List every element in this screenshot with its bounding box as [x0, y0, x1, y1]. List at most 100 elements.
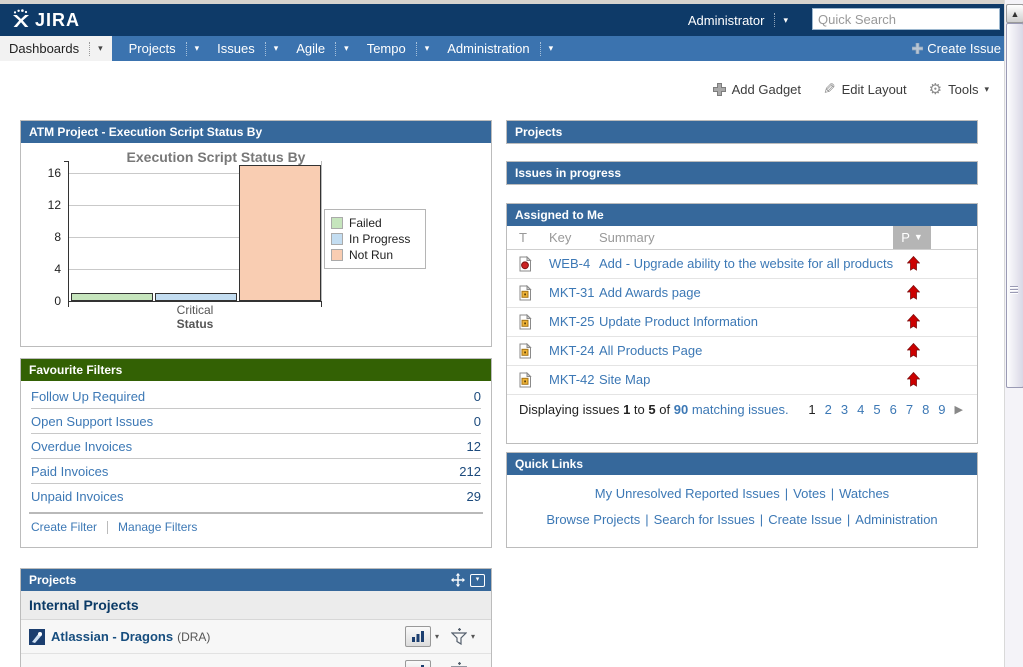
gadget-menu-icon[interactable]: ▾	[470, 573, 485, 587]
x-axis	[68, 301, 322, 302]
menubar-item[interactable]: Administration ▾	[438, 36, 562, 61]
filter-count[interactable]: 0	[473, 388, 481, 404]
issue-type-cell	[517, 313, 533, 333]
filter-count[interactable]: 0	[473, 413, 481, 429]
new-feature-icon	[519, 255, 532, 272]
issue-key-link[interactable]: MKT-42	[549, 372, 595, 387]
menubar-item[interactable]: Issues ▾	[208, 36, 287, 61]
project-reports-button[interactable]	[404, 660, 431, 667]
menubar-item[interactable]: Projects ▾	[120, 36, 209, 61]
task-icon	[519, 313, 532, 330]
projects-gadget-header: Projects ▾	[21, 569, 491, 591]
chevron-down-icon: ▾	[984, 84, 989, 94]
column-summary[interactable]: Summary	[599, 230, 655, 245]
edit-layout-button[interactable]: ✎ Edit Layout	[823, 81, 907, 98]
pagination-page[interactable]: 8	[922, 402, 930, 417]
pagination-page[interactable]: 2	[824, 402, 832, 417]
issue-summary-link[interactable]: Add - Upgrade ability to the website for…	[599, 256, 894, 271]
filter-link[interactable]: Open Support Issues	[31, 413, 154, 429]
quick-link[interactable]: Browse Projects	[546, 512, 641, 527]
task-icon	[519, 371, 532, 388]
pagination-page[interactable]: 1	[808, 402, 816, 417]
issue-key-link[interactable]: MKT-24	[549, 343, 595, 358]
filter-link[interactable]: Paid Invoices	[31, 463, 109, 479]
total-issues-link[interactable]: 90	[673, 402, 689, 417]
projects-collapsed-gadget[interactable]: Projects	[506, 120, 978, 144]
filter-count[interactable]: 29	[466, 488, 481, 504]
chevron-down-icon[interactable]: ▾	[434, 632, 439, 641]
separator: |	[846, 512, 851, 527]
column-key[interactable]: Key	[549, 230, 572, 245]
column-type[interactable]: T	[519, 230, 527, 245]
bar-not-run	[239, 165, 321, 301]
projects-gadget: Projects ▾ Internal Projects Atlassian -…	[20, 568, 492, 667]
issues-in-progress-collapsed-gadget[interactable]: Issues in progress	[506, 161, 978, 185]
issue-key-link[interactable]: MKT-31	[549, 285, 595, 300]
issue-summary-link[interactable]: Add Awards page	[599, 285, 701, 300]
issue-key-link[interactable]: MKT-25	[549, 314, 595, 329]
assigned-to-me-gadget: Assigned to Me T Key Summary P ▼ WEB-4 A…	[506, 203, 978, 444]
menubar-item[interactable]: Agile ▾	[287, 36, 357, 61]
quick-search-input[interactable]	[812, 8, 1000, 30]
add-gadget-button[interactable]: Add Gadget	[712, 82, 801, 97]
filter-funnel-icon[interactable]	[450, 628, 467, 645]
quick-link[interactable]: Administration	[855, 512, 938, 527]
pagination-page[interactable]: 5	[873, 402, 881, 417]
projects-collapsed-header: Projects	[507, 121, 977, 143]
filter-count[interactable]: 12	[466, 438, 481, 454]
filter-link[interactable]: Follow Up Required	[31, 388, 146, 404]
scrollbar-grip	[1010, 286, 1018, 295]
pagination-page[interactable]: 4	[857, 402, 865, 417]
tools-button[interactable]: ⚙ Tools ▾	[929, 82, 989, 97]
project-row-partial: ▾ ▾	[21, 654, 491, 667]
project-link[interactable]: Atlassian - Dragons	[51, 629, 174, 644]
scrollbar-thumb[interactable]	[1006, 23, 1023, 388]
quick-link[interactable]: Votes	[793, 486, 826, 501]
filter-link[interactable]: Unpaid Invoices	[31, 488, 124, 504]
move-icon[interactable]	[451, 573, 465, 587]
filter-count[interactable]: 212	[459, 463, 481, 479]
pagination-next-icon[interactable]: ▶	[954, 404, 963, 416]
vertical-scrollbar[interactable]: ▲	[1004, 0, 1023, 667]
issue-type-cell	[517, 371, 533, 391]
filter-funnel-icon[interactable]	[450, 662, 467, 667]
filter-link[interactable]: Overdue Invoices	[31, 438, 133, 454]
pagination-page[interactable]: 7	[905, 402, 914, 417]
issue-key-link[interactable]: WEB-4	[549, 256, 591, 271]
pagination-page[interactable]: 6	[889, 402, 897, 417]
menubar-item-label: Issues	[217, 41, 255, 56]
matching-issues-link[interactable]: matching issues.	[691, 402, 789, 417]
quick-link[interactable]: My Unresolved Reported Issues	[594, 486, 780, 501]
menubar-item[interactable]: Tempo ▾	[358, 36, 439, 61]
legend-label: In Progress	[349, 232, 411, 246]
issue-summary-link[interactable]: All Products Page	[599, 343, 703, 358]
manage-filters-link[interactable]: Manage Filters	[118, 520, 198, 534]
project-key: (DRA)	[177, 629, 211, 644]
create-issue-button[interactable]: Create Issue	[912, 36, 1001, 61]
quick-link[interactable]: Search for Issues	[653, 512, 755, 527]
quick-link[interactable]: Create Issue	[768, 512, 842, 527]
legend-entry: In Progress	[331, 231, 419, 247]
create-filter-link[interactable]: Create Filter	[31, 520, 98, 534]
quick-links-title: Quick Links	[515, 457, 584, 471]
jira-logo[interactable]: JIRA	[10, 9, 80, 31]
filter-row: Paid Invoices 212	[31, 459, 481, 484]
chevron-down-icon[interactable]: ▾	[470, 632, 475, 641]
quick-link[interactable]: Watches	[839, 486, 890, 501]
column-priority-sorted[interactable]: P ▼	[893, 226, 931, 249]
x-category-label: Critical	[176, 303, 214, 317]
divider	[107, 520, 109, 534]
issue-summary-link[interactable]: Site Map	[599, 372, 651, 387]
divider	[415, 41, 417, 56]
chevron-down-icon: ▾	[194, 43, 200, 53]
pagination-page[interactable]: 3	[840, 402, 849, 417]
filters-list: Follow Up Required 0 Open Support Issues…	[21, 381, 491, 508]
pagination-page[interactable]: 9	[938, 402, 946, 417]
user-menu[interactable]: Administrator ▾	[688, 4, 788, 36]
tab-dashboards[interactable]: Dashboards ▾	[0, 36, 112, 61]
issue-summary-link[interactable]: Update Product Information	[599, 314, 758, 329]
gridline	[68, 237, 321, 238]
project-reports-button[interactable]	[404, 626, 431, 647]
tab-dashboards-label: Dashboards	[9, 41, 80, 56]
scroll-up-button[interactable]: ▲	[1006, 4, 1023, 23]
